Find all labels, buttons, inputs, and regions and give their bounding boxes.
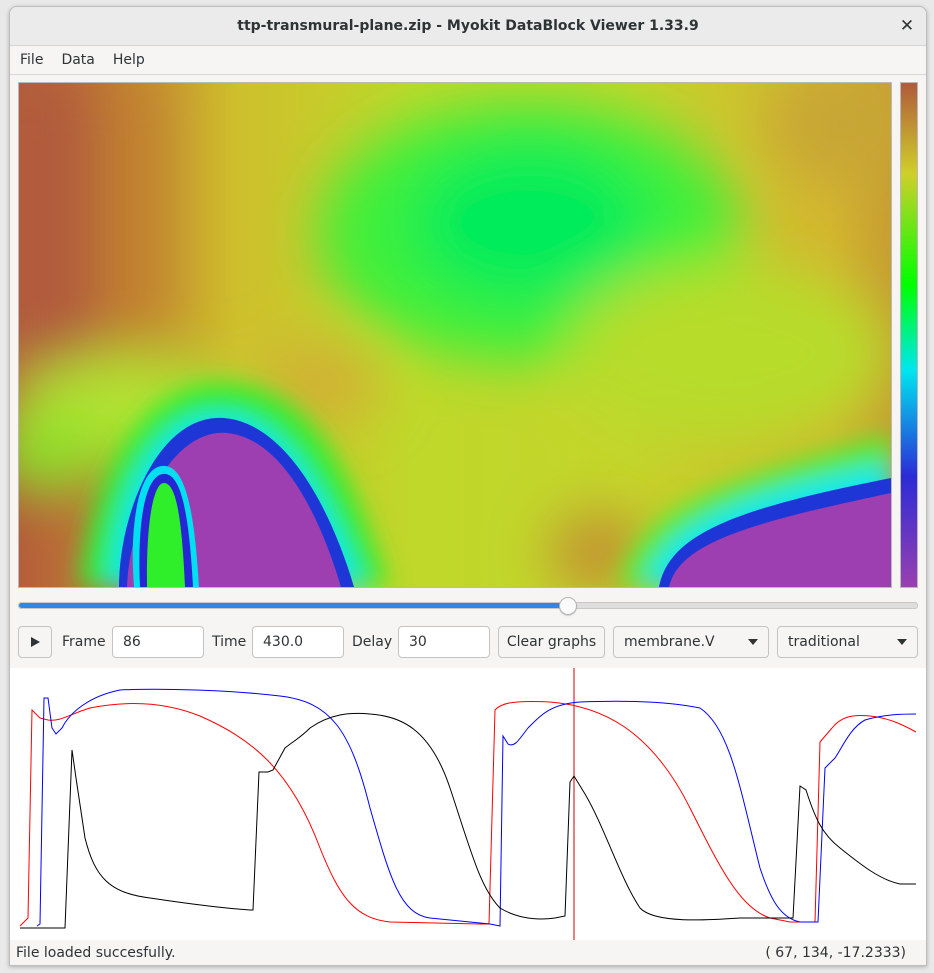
menu-file[interactable]: File <box>20 52 44 68</box>
trace-blue <box>36 688 917 927</box>
time-field[interactable] <box>252 626 344 658</box>
menu-help[interactable]: Help <box>112 52 145 68</box>
clear-graphs-button[interactable]: Clear graphs <box>498 626 605 658</box>
trace-black <box>20 712 916 929</box>
window-title: ttp-transmural-plane.zip - Myokit DataBl… <box>237 18 699 34</box>
time-label: Time <box>212 634 247 650</box>
slider-track[interactable] <box>18 602 918 609</box>
menu-bar: File Data Help <box>10 46 926 75</box>
clear-graphs-label: Clear graphs <box>506 634 597 650</box>
playback-controls: Frame Time Delay Clear graphs membrane.V… <box>18 626 918 660</box>
frame-label: Frame <box>62 634 106 650</box>
status-bar: File loaded succesfully. ( 67, 134, -17.… <box>10 940 926 965</box>
colormap-selected: traditional <box>788 634 860 650</box>
menu-data[interactable]: Data <box>61 52 95 68</box>
delay-field[interactable] <box>398 626 490 658</box>
variable-selected: membrane.V <box>624 634 715 650</box>
status-message: File loaded succesfully. <box>16 944 176 961</box>
status-coordinates: ( 67, 134, -17.2333) <box>765 944 906 961</box>
frame-slider[interactable] <box>18 597 918 615</box>
app-window: ttp-transmural-plane.zip - Myokit DataBl… <box>9 6 927 966</box>
trace-red <box>19 701 917 927</box>
chevron-down-icon <box>748 639 758 645</box>
close-icon[interactable]: ✕ <box>899 16 915 36</box>
play-button[interactable] <box>18 626 52 658</box>
variable-dropdown[interactable]: membrane.V <box>613 626 769 658</box>
heatmap-image[interactable] <box>18 82 892 588</box>
chevron-down-icon <box>897 639 907 645</box>
frame-field[interactable] <box>112 626 204 658</box>
delay-label: Delay <box>352 634 393 650</box>
title-bar: ttp-transmural-plane.zip - Myokit DataBl… <box>10 7 926 46</box>
slider-handle[interactable] <box>559 597 577 615</box>
colorbar <box>900 82 918 588</box>
trace-graph[interactable] <box>10 668 926 940</box>
colormap-dropdown[interactable]: traditional <box>777 626 918 658</box>
slider-fill <box>19 603 567 608</box>
play-icon <box>31 637 40 647</box>
